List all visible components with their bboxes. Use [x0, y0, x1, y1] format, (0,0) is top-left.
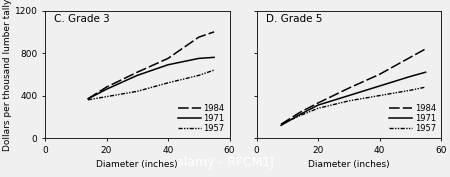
- 1957: [196, 74, 202, 76]
- 1957: [165, 82, 171, 84]
- 1971: [423, 71, 428, 73]
- Line: 1971: 1971: [281, 72, 426, 125]
- 1957: [279, 123, 284, 125]
- 1957: [212, 69, 217, 71]
- Line: 1957: 1957: [281, 87, 426, 124]
- Line: 1957: 1957: [88, 70, 214, 100]
- 1971: [135, 74, 140, 76]
- 1984: [377, 73, 382, 75]
- 1957: [104, 96, 109, 98]
- 1971: [377, 85, 382, 87]
- 1984: [104, 86, 109, 88]
- 1971: [196, 57, 202, 59]
- 1984: [196, 36, 202, 38]
- 1984: [315, 102, 321, 104]
- 1971: [279, 124, 284, 126]
- 1957: [408, 89, 413, 91]
- 1971: [408, 75, 413, 78]
- Y-axis label: Dollars per thousand lumber tally: Dollars per thousand lumber tally: [3, 0, 12, 150]
- 1984: [297, 112, 302, 114]
- 1971: [315, 104, 321, 106]
- 1984: [423, 48, 428, 50]
- Line: 1984: 1984: [88, 32, 214, 99]
- 1984: [408, 56, 413, 58]
- Line: 1971: 1971: [88, 57, 214, 99]
- 1957: [135, 90, 140, 92]
- 1957: [346, 100, 351, 102]
- 1957: [315, 107, 321, 109]
- Text: alamy - RFCM1J: alamy - RFCM1J: [176, 156, 274, 169]
- 1971: [297, 114, 302, 116]
- 1971: [346, 95, 351, 97]
- X-axis label: Diameter (inches): Diameter (inches): [308, 160, 390, 169]
- 1971: [86, 98, 91, 100]
- 1984: [86, 98, 91, 100]
- Legend: 1984, 1971, 1957: 1984, 1971, 1957: [177, 103, 225, 134]
- 1957: [86, 99, 91, 101]
- Text: C. Grade 3: C. Grade 3: [54, 15, 110, 24]
- Legend: 1984, 1971, 1957: 1984, 1971, 1957: [388, 103, 437, 134]
- Line: 1984: 1984: [281, 49, 426, 124]
- 1957: [423, 86, 428, 88]
- X-axis label: Diameter (inches): Diameter (inches): [96, 160, 178, 169]
- 1971: [104, 88, 109, 90]
- 1957: [377, 95, 382, 97]
- 1984: [135, 71, 140, 73]
- 1984: [165, 57, 171, 59]
- 1971: [212, 56, 217, 58]
- 1957: [297, 115, 302, 117]
- 1971: [165, 64, 171, 66]
- 1984: [212, 31, 217, 33]
- 1984: [346, 87, 351, 89]
- 1984: [279, 123, 284, 125]
- Text: D. Grade 5: D. Grade 5: [266, 15, 322, 24]
